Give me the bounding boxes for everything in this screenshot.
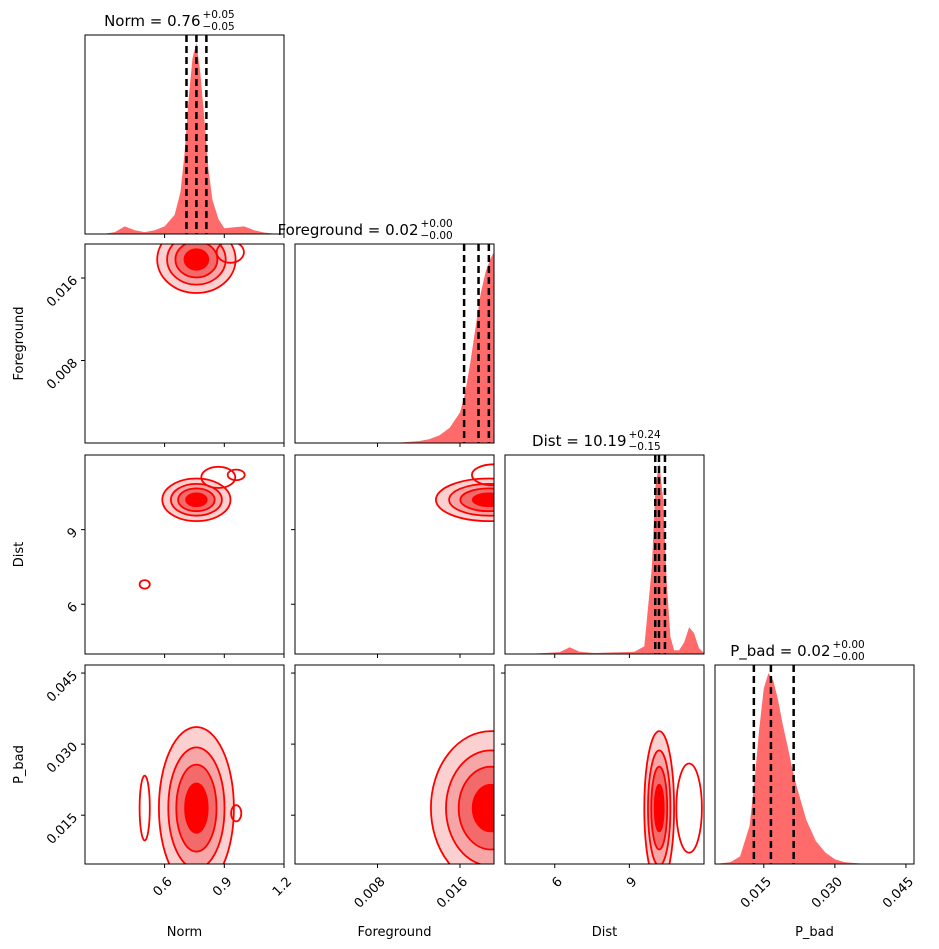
contour-level-1-0 xyxy=(200,465,237,489)
title-text: Norm = 0.76 xyxy=(104,12,200,30)
marginal-Norm xyxy=(85,35,284,234)
xtick-label-Dist-0: 6 xyxy=(549,874,565,890)
marginal-hist-P_bad xyxy=(715,673,914,864)
contour-level-1-0 xyxy=(215,244,245,264)
ylabel-Foreground: Foreground xyxy=(12,306,27,380)
contour-level-2-0 xyxy=(230,804,243,823)
panel-frame-0-0 xyxy=(84,34,285,235)
contour-level-2-0 xyxy=(226,468,246,482)
panel-frame-3-3 xyxy=(714,664,915,865)
ytick-label-P_bad-2: 0.045 xyxy=(44,668,81,705)
xtick-label-P_bad-2: 0.045 xyxy=(880,874,917,911)
contour-Norm-Dist xyxy=(138,465,246,590)
panel-frame-2-2 xyxy=(504,454,705,655)
marginal-hist-Norm xyxy=(85,43,284,234)
contour-Dist-P_bad xyxy=(643,730,703,864)
xtick-label-Norm-1: 0.9 xyxy=(210,874,235,899)
ylabel-Dist: Dist xyxy=(12,542,27,568)
panel-frame-1-1 xyxy=(294,243,495,444)
xtick-label-Norm-0: 0.6 xyxy=(150,874,175,899)
ytick-label-Foreground-0: 0.008 xyxy=(44,356,81,393)
ytick-label-Dist-0: 6 xyxy=(65,600,81,616)
title-minus: −0.15 xyxy=(629,441,661,453)
title-minus: −0.00 xyxy=(421,230,453,242)
xtick-label-Dist-1: 9 xyxy=(624,874,640,890)
xlabel-Dist: Dist xyxy=(592,925,618,940)
xlabel-Foreground: Foreground xyxy=(357,925,431,940)
title-plus: +0.00 xyxy=(421,218,453,230)
xlabel-P_bad: P_bad xyxy=(795,925,834,940)
title-text: P_bad = 0.02 xyxy=(730,642,830,661)
panel-frame-3-0 xyxy=(84,664,285,865)
contour-level-0-3 xyxy=(653,783,665,833)
title-plus: +0.05 xyxy=(203,9,235,21)
title-minus: −0.00 xyxy=(833,651,865,663)
title-Norm: Norm = 0.76 +0.05−0.05 xyxy=(104,9,235,33)
title-plus: +0.00 xyxy=(833,639,865,651)
contour-level-0-3 xyxy=(183,248,210,271)
panel-frame-3-2 xyxy=(504,664,705,865)
contour-Foreground-Dist xyxy=(435,463,494,522)
contour-level-0-3 xyxy=(471,492,494,508)
title-P_bad: P_bad = 0.02 +0.00−0.00 xyxy=(730,639,864,663)
xtick-label-Norm-2: 1.2 xyxy=(270,874,295,899)
contour-Norm-P_bad xyxy=(138,726,243,864)
xtick-label-P_bad-0: 0.015 xyxy=(738,874,775,911)
marginal-P_bad xyxy=(715,665,914,864)
ylabel-P_bad: P_bad xyxy=(12,745,27,784)
title-text: Foreground = 0.02 xyxy=(278,221,419,239)
xlabel-Norm: Norm xyxy=(167,925,202,940)
panel-frame-2-1 xyxy=(294,454,495,655)
ytick-label-Dist-1: 9 xyxy=(65,525,81,541)
marginal-hist-Foreground xyxy=(295,252,494,443)
ytick-label-P_bad-1: 0.030 xyxy=(44,740,81,777)
xtick-label-Foreground-0: 0.008 xyxy=(352,874,389,911)
ytick-label-P_bad-0: 0.015 xyxy=(44,811,81,848)
title-minus: −0.05 xyxy=(203,21,235,33)
xtick-label-P_bad-1: 0.030 xyxy=(809,874,846,911)
contour-level-1-0 xyxy=(675,762,703,854)
marginal-hist-Dist xyxy=(505,463,704,654)
contour-level-1-0 xyxy=(138,774,151,842)
contour-Foreground-P_bad xyxy=(430,730,494,864)
contour-level-0-3 xyxy=(185,492,208,508)
marginal-Foreground xyxy=(295,244,494,443)
xtick-label-Foreground-1: 0.016 xyxy=(434,874,471,911)
marginal-Dist xyxy=(505,455,704,654)
panel-frame-2-0 xyxy=(84,454,285,655)
contour-level-0-3 xyxy=(471,783,494,833)
contour-level-0-3 xyxy=(184,782,209,834)
contour-level-3-0 xyxy=(138,579,151,590)
panel-frame-1-0 xyxy=(84,243,285,444)
title-Dist: Dist = 10.19 +0.24−0.15 xyxy=(532,429,661,453)
contour-Norm-Foreground xyxy=(156,244,245,294)
title-text: Dist = 10.19 xyxy=(532,432,626,450)
ytick-label-Foreground-1: 0.016 xyxy=(44,273,81,310)
panel-frame-3-1 xyxy=(294,664,495,865)
title-Foreground: Foreground = 0.02 +0.00−0.00 xyxy=(278,218,453,242)
title-plus: +0.24 xyxy=(629,429,661,441)
